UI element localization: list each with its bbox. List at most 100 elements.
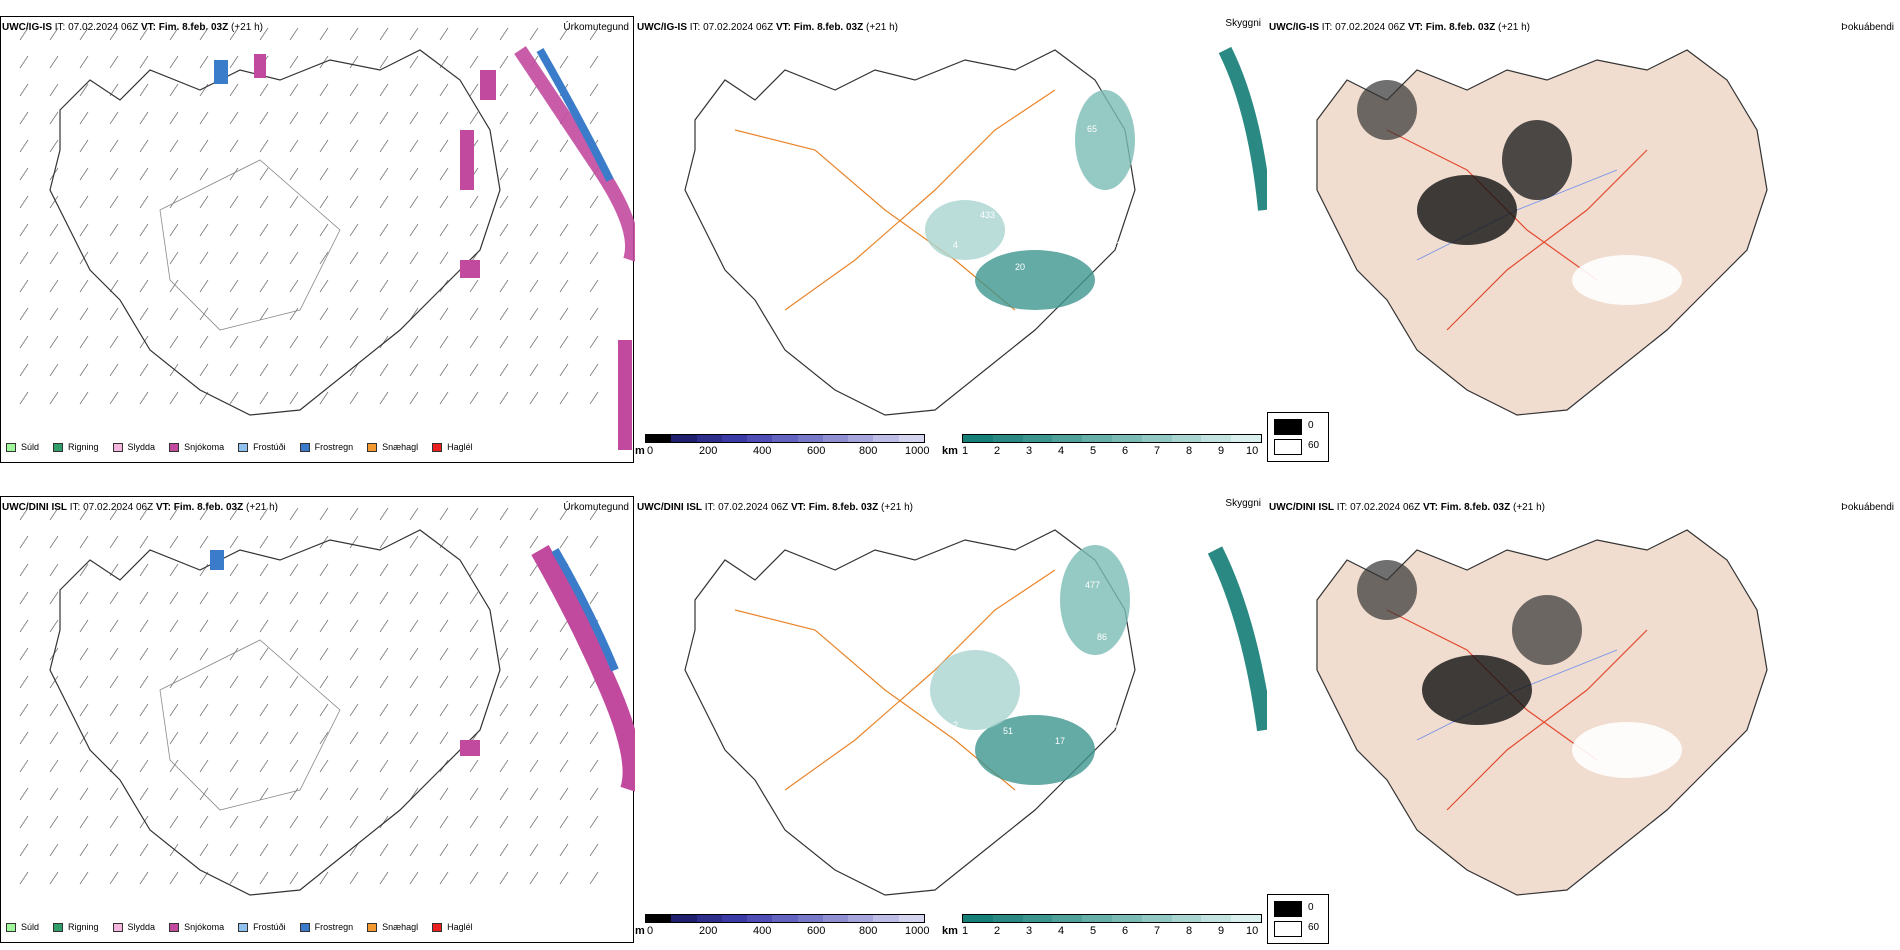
wind-barb (499, 647, 509, 661)
wind-barb (589, 111, 599, 125)
wind-barb (349, 111, 359, 125)
visibility-colorbar-strip (962, 434, 1262, 443)
wind-barb (469, 535, 479, 549)
wind-barb (139, 139, 149, 153)
wind-barb (499, 843, 509, 857)
wind-barb (379, 83, 389, 97)
wind-barb (319, 139, 329, 153)
wind-barb (409, 731, 419, 745)
wind-barb (19, 619, 29, 633)
wind-barb (529, 167, 539, 181)
wind-barb (439, 843, 449, 857)
wind-barb (79, 507, 89, 521)
wind-barb (79, 619, 89, 633)
visibility-panel-top: UWC/IG-IS IT: 07.02.2024 06Z VT: Fim. 8.… (635, 10, 1267, 465)
wind-barb (49, 703, 59, 717)
wind-barb (109, 307, 119, 321)
value-label: 200 (1057, 666, 1072, 676)
legend-item: Snjókoma (169, 442, 224, 452)
wind-barb (319, 591, 329, 605)
wind-barb (559, 307, 569, 321)
wind-barb (379, 391, 389, 405)
wind-barb (49, 507, 59, 521)
wind-barb (499, 759, 509, 773)
value-label: 190 (1113, 736, 1128, 746)
wind-barb (259, 391, 269, 405)
wind-barb (589, 731, 599, 745)
wind-barb (379, 223, 389, 237)
wind-barb (169, 787, 179, 801)
visibility-colorbar-strip (962, 914, 1262, 923)
wind-barb (349, 167, 359, 181)
wind-barb (469, 563, 479, 577)
wind-barb (229, 195, 239, 209)
wind-barb (229, 363, 239, 377)
wind-barb (349, 139, 359, 153)
wind-barb (199, 167, 209, 181)
wind-barb (169, 27, 179, 41)
wind-barb (229, 27, 239, 41)
legend-item: Slydda (112, 442, 155, 452)
wind-barb (19, 815, 29, 829)
wind-barb (529, 251, 539, 265)
wind-barb (19, 27, 29, 41)
fog-key-label: 60 (1308, 922, 1320, 933)
wind-barb (529, 843, 539, 857)
wind-barb (409, 391, 419, 405)
wind-barb (109, 619, 119, 633)
wind-barb (529, 111, 539, 125)
wind-barb (19, 647, 29, 661)
value-label: 65 (1087, 124, 1097, 134)
wind-barb (439, 507, 449, 521)
wind-barb (469, 619, 479, 633)
wind-barb (469, 647, 479, 661)
wind-barb (319, 759, 329, 773)
wind-barb (79, 563, 89, 577)
wind-barb (529, 675, 539, 689)
wind-barb (19, 731, 29, 745)
wind-barb (439, 195, 449, 209)
wind-barb (469, 675, 479, 689)
wind-barb (109, 591, 119, 605)
wind-barb (409, 195, 419, 209)
wind-barb (559, 535, 569, 549)
wind-barb (379, 507, 389, 521)
wind-barb (169, 703, 179, 717)
height-tick: 1000 (905, 925, 930, 937)
legend-swatch (169, 922, 180, 932)
wind-barb (19, 787, 29, 801)
wind-barb (439, 223, 449, 237)
wind-barb (559, 703, 569, 717)
wind-barb (169, 55, 179, 69)
legend-swatch (53, 922, 64, 932)
wind-barb (169, 223, 179, 237)
wind-barb (49, 731, 59, 745)
wind-barb (379, 759, 389, 773)
wind-barb (79, 391, 89, 405)
iceland-map-visibility: 477 86 200 155 297 51 78 190 17 2 (684, 529, 1267, 896)
wind-barb (19, 843, 29, 857)
wind-barb (469, 363, 479, 377)
wind-barb (559, 55, 569, 69)
wind-barb (229, 279, 239, 293)
value-label: 86 (1097, 632, 1107, 642)
fog-key-swatch (1274, 419, 1302, 435)
wind-barb (199, 363, 209, 377)
legend-swatch (112, 442, 123, 452)
wind-barb (439, 167, 449, 181)
wind-barb (469, 223, 479, 237)
wind-barb (19, 759, 29, 773)
wind-barb (559, 507, 569, 521)
wind-barb (379, 871, 389, 885)
wind-barb (409, 703, 419, 717)
wind-barb (559, 787, 569, 801)
visibility-tick: 7 (1154, 925, 1161, 937)
legend-swatch (367, 442, 378, 452)
wind-barb (109, 647, 119, 661)
wind-barb (289, 195, 299, 209)
wind-barb (589, 759, 599, 773)
wind-barb (439, 675, 449, 689)
wind-barb (499, 279, 509, 293)
panel-header: UWC/IG-IS IT: 07.02.2024 06Z VT: Fim. 8.… (1269, 22, 1530, 33)
wind-barb (259, 759, 269, 773)
